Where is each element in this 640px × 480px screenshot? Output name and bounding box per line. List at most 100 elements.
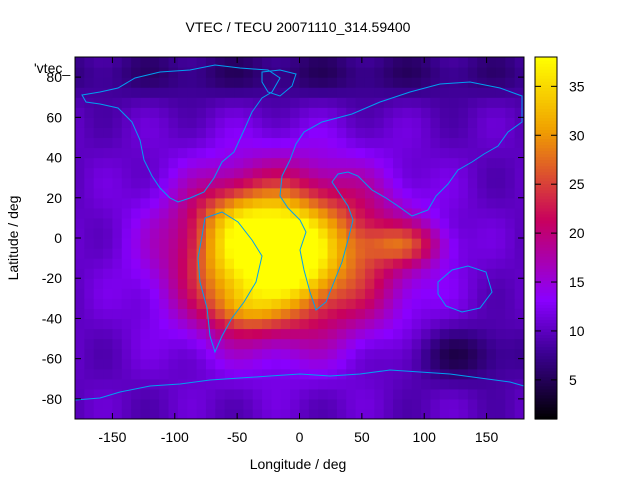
heatmap-cell	[411, 87, 422, 98]
heatmap-cell	[495, 187, 506, 199]
heatmap-cell	[430, 348, 441, 360]
heatmap-cell	[514, 348, 524, 360]
heatmap-cell	[327, 97, 338, 108]
heatmap-cell	[290, 147, 301, 159]
heatmap-cell	[514, 217, 524, 229]
heatmap-cell	[421, 197, 432, 209]
heatmap-cell	[430, 308, 441, 320]
heatmap-cell	[467, 87, 478, 98]
colorbar-segment	[535, 397, 557, 402]
heatmap-cell	[505, 358, 516, 370]
heatmap-cell	[374, 288, 385, 299]
heatmap-cell	[93, 177, 104, 189]
heatmap-cell	[495, 388, 506, 400]
heatmap-cell	[514, 117, 524, 128]
heatmap-cell	[121, 127, 132, 139]
heatmap-cell	[449, 117, 460, 128]
heatmap-cell	[224, 368, 235, 380]
heatmap-cell	[280, 87, 291, 98]
heatmap-cell	[411, 348, 422, 360]
heatmap-cell	[84, 388, 95, 400]
heatmap-cell	[140, 268, 151, 279]
heatmap-cell	[421, 258, 432, 269]
heatmap-cell	[514, 318, 524, 330]
heatmap-cell	[374, 177, 385, 189]
heatmap-cell	[290, 408, 301, 419]
heatmap-cell	[402, 308, 413, 320]
heatmap-cell	[131, 117, 142, 128]
heatmap-cell	[505, 117, 516, 128]
heatmap-cell	[374, 378, 385, 390]
heatmap-cell	[149, 258, 160, 269]
heatmap-cell	[93, 57, 104, 68]
heatmap-cell	[346, 328, 357, 340]
heatmap-cell	[402, 268, 413, 279]
heatmap-cell	[393, 57, 403, 68]
heatmap-cell	[383, 378, 394, 390]
heatmap-cell	[112, 97, 123, 108]
heatmap-cell	[140, 288, 151, 299]
heatmap-cell	[252, 187, 263, 199]
heatmap-cell	[374, 197, 385, 209]
heatmap-cell	[449, 57, 460, 68]
heatmap-cell	[131, 258, 142, 269]
heatmap-cell	[495, 107, 506, 118]
heatmap-cell	[159, 157, 170, 169]
heatmap-cell	[280, 328, 291, 340]
heatmap-cell	[196, 137, 207, 149]
heatmap-cell	[467, 318, 478, 330]
heatmap-cell	[458, 318, 469, 330]
heatmap-cell	[477, 288, 488, 299]
heatmap-cell	[196, 117, 207, 128]
heatmap-cell	[430, 97, 441, 108]
heatmap-cell	[224, 248, 235, 259]
heatmap-cell	[215, 248, 226, 259]
heatmap-cell	[346, 87, 357, 98]
heatmap-cell	[374, 368, 385, 380]
heatmap-cell	[364, 57, 375, 68]
heatmap-cell	[402, 278, 413, 289]
heatmap-cell	[159, 117, 170, 128]
colorbar-segment	[535, 156, 557, 161]
heatmap-cell	[252, 248, 263, 259]
colorbar-tick-label: 25	[569, 176, 585, 192]
heatmap-cell	[280, 408, 291, 419]
heatmap-cell	[177, 328, 188, 340]
heatmap-cell	[495, 308, 506, 320]
heatmap-cell	[84, 378, 95, 390]
heatmap-cell	[346, 117, 357, 128]
heatmap-cell	[402, 77, 413, 88]
heatmap-cell	[327, 137, 338, 149]
x-tick-label: -50	[227, 429, 247, 445]
heatmap-cell	[112, 147, 123, 159]
heatmap-cell	[93, 288, 104, 299]
heatmap-cell	[159, 197, 170, 209]
heatmap-cell	[177, 137, 188, 149]
heatmap-cell	[205, 338, 216, 350]
heatmap-cell	[430, 358, 441, 370]
heatmap-cell	[252, 197, 263, 209]
heatmap-cell	[280, 207, 291, 219]
heatmap-cell	[103, 157, 114, 169]
heatmap-cell	[224, 238, 235, 249]
heatmap-cell	[177, 217, 188, 229]
heatmap-cell	[159, 97, 170, 108]
heatmap-cell	[393, 388, 403, 400]
heatmap-cell	[495, 248, 506, 259]
heatmap-cell	[449, 268, 460, 279]
heatmap-cell	[355, 308, 366, 320]
heatmap-cell	[439, 398, 450, 410]
heatmap-cell	[234, 207, 244, 219]
heatmap-cell	[355, 388, 366, 400]
heatmap-cell	[93, 328, 104, 340]
heatmap-cell	[327, 67, 338, 78]
heatmap-cell	[187, 67, 198, 78]
heatmap-cell	[93, 97, 104, 108]
heatmap-cell	[196, 338, 207, 350]
heatmap-cell	[336, 87, 347, 98]
heatmap-cell	[364, 117, 375, 128]
heatmap-cell	[346, 137, 357, 149]
heatmap-cell	[486, 328, 497, 340]
heatmap-cell	[299, 177, 310, 189]
heatmap-cell	[112, 87, 123, 98]
